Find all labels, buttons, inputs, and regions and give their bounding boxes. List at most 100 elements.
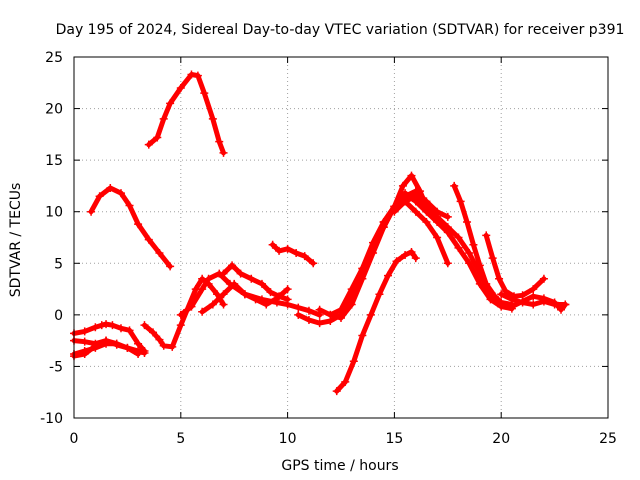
data-point [134,339,143,348]
data-point [304,316,313,325]
data-point [102,320,111,329]
data-point [87,207,96,216]
x-tick-label: 20 [492,431,510,447]
y-axis-label: SDTVAR / TECUs [8,183,24,298]
data-point [497,290,506,299]
data-point [230,279,239,288]
data-point [215,137,224,146]
x-axis-label: GPS time / hours [281,458,398,474]
data-point [398,181,407,190]
data-point [102,336,111,345]
data-point [159,114,168,123]
data-point [349,357,358,366]
data-point [454,233,463,242]
data-point [407,171,416,180]
data-point [422,202,431,211]
y-tick-label: 0 [54,308,63,324]
x-tick-label: 5 [176,431,185,447]
data-series-arc-7 [144,70,228,157]
data-point [443,223,452,232]
data-point [482,279,491,288]
data-point [198,307,207,316]
data-point [251,295,260,304]
data-point [140,349,149,358]
data-point [112,339,121,348]
data-point [91,323,100,332]
data-point [454,243,463,252]
data-point [168,342,177,351]
data-point [283,285,292,294]
data-point [401,251,410,260]
data-point [465,248,474,257]
y-tick-label: 20 [45,102,63,118]
data-point [300,252,309,261]
data-point [469,240,478,249]
data-point [539,294,548,303]
data-point [383,271,392,280]
data-point [450,181,459,190]
data-point [275,292,284,301]
data-point [266,288,275,297]
data-series-arc-21 [507,292,570,314]
data-point [337,313,345,322]
data-point [332,387,341,396]
data-point [475,261,484,270]
data-point [219,148,228,157]
data-point [495,274,504,283]
data-point [187,302,196,311]
data-point [490,292,499,301]
data-point [411,207,420,216]
data-point [198,285,207,294]
data-point [411,254,420,263]
y-tick-label: 15 [45,153,63,169]
data-point [240,290,249,299]
data-point [411,192,420,201]
data-point [529,292,538,301]
data-point [294,310,303,319]
y-tick-label: 25 [45,50,63,66]
data-point [144,235,153,244]
grid-lines [74,57,608,418]
data-series-arc-5 [87,183,175,271]
data-point [422,218,431,227]
data-point [497,298,506,307]
data-point [108,321,117,330]
chart-title: Day 195 of 2024, Sidereal Day-to-day VTE… [56,22,625,38]
data-point [208,300,217,309]
data-point [433,212,442,221]
data-point [463,218,472,227]
data-point [392,257,401,266]
data-point [97,321,106,330]
data-point [283,244,292,253]
data-point [80,350,89,359]
data-point [134,220,143,229]
data-point [488,254,497,263]
data-point [247,274,256,283]
data-point [106,183,115,192]
data-point [155,335,164,344]
axis-ticks: 0 5 10 15 20 25 -10 -5 0 5 10 15 20 25 [40,50,617,447]
data-point [123,343,132,352]
y-tick-label: 10 [45,205,63,221]
data-point [219,300,228,309]
data-point [337,305,345,314]
data-point [187,70,196,79]
data-point [433,233,442,242]
data-point [275,246,284,255]
x-tick-label: 0 [70,431,79,447]
data-point [326,310,335,319]
data-point [443,212,452,221]
data-point [366,310,375,319]
data-series-arc-1 [70,320,149,355]
data-point [268,240,277,249]
data-point [507,302,516,311]
data-point [125,201,134,210]
series-line [142,276,226,350]
series-line [483,232,547,299]
data-point [116,324,125,333]
data-point [304,306,313,315]
data-point [228,261,237,270]
data-series-arc-10 [219,261,292,304]
data-point [283,295,292,304]
